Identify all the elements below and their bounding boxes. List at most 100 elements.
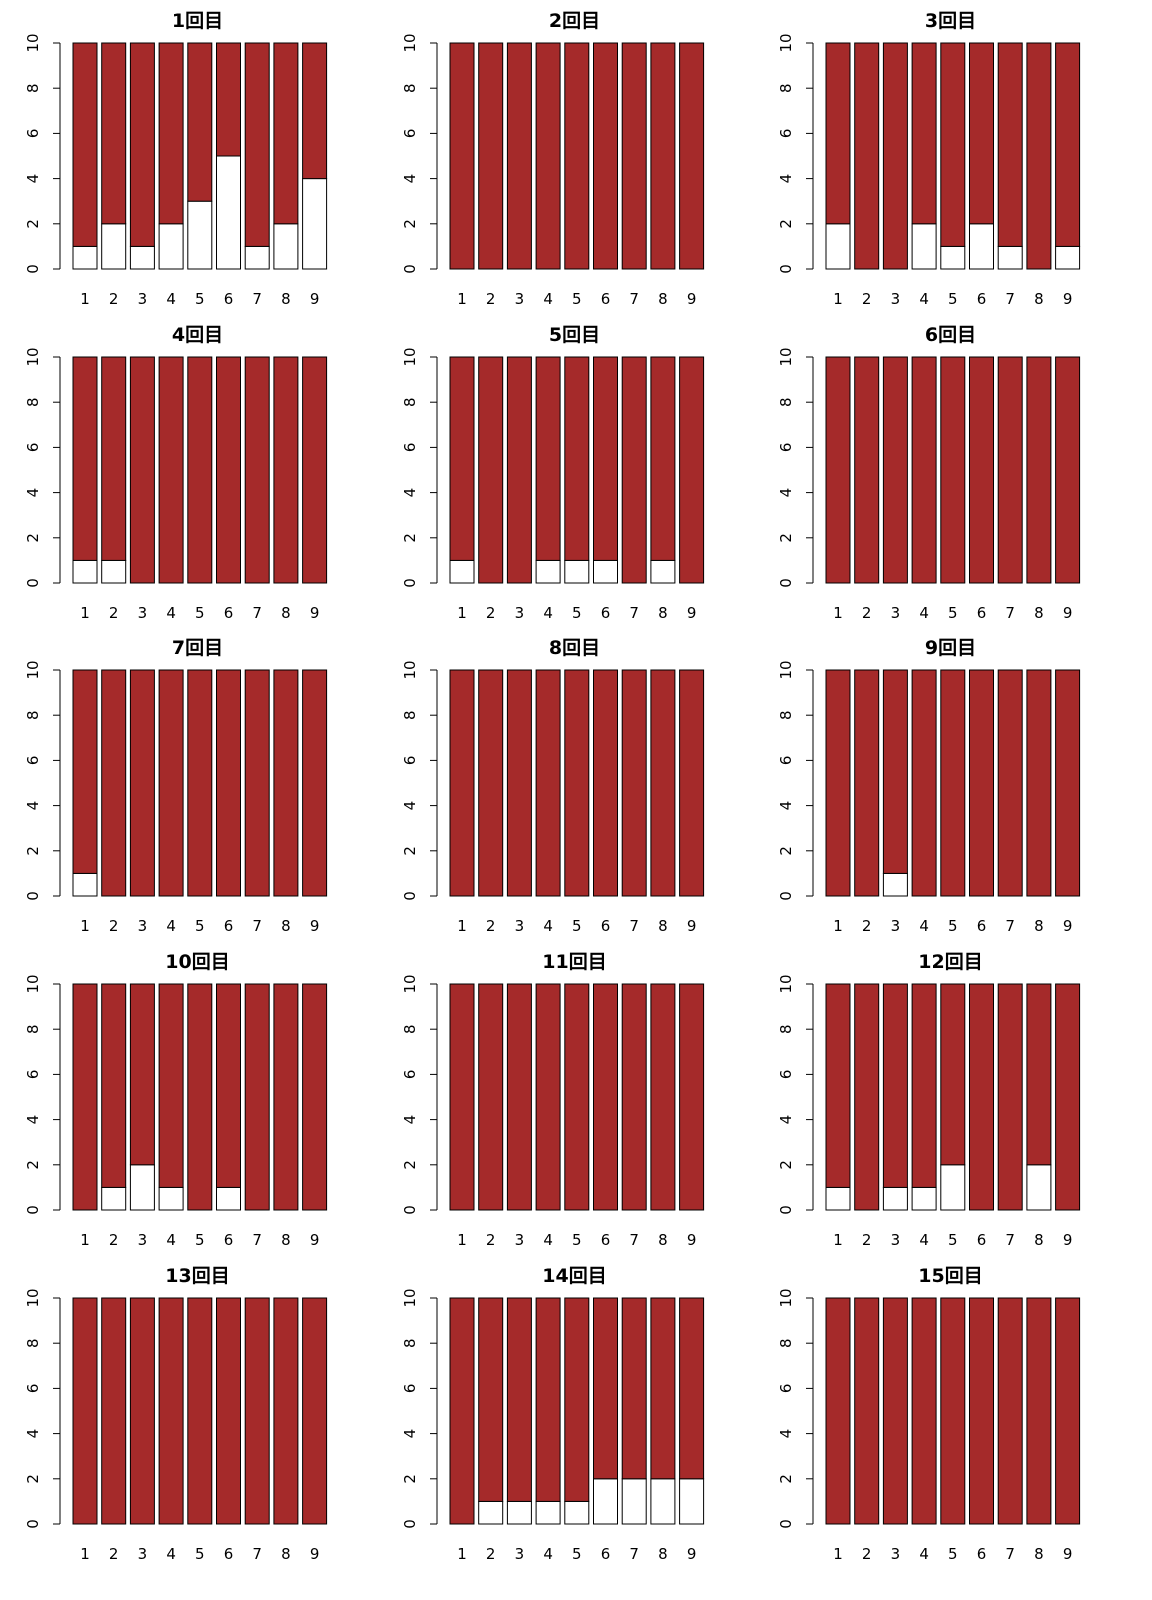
x-tick-label: 5 (195, 1231, 205, 1249)
bar-segment-top (1055, 669, 1081, 897)
bar-segment-top (564, 356, 590, 561)
chart-panel-3: 3回目 0 2 4 6 8 10 1 2 3 4 5 6 7 8 9 (753, 0, 1137, 320)
chart-title: 15回目 (918, 1265, 983, 1287)
x-tick-label: 6 (601, 290, 611, 308)
x-tick-label: 7 (252, 917, 262, 935)
bar-segment-top (158, 42, 184, 225)
x-tick-label: 8 (658, 604, 668, 622)
y-tick-label: 10 (401, 1288, 419, 1307)
chart-panel-10: 10回目 0 2 4 6 8 10 1 2 3 4 5 6 7 8 9 (0, 941, 384, 1261)
chart-title: 7回目 (171, 637, 224, 659)
y-tick-label: 4 (24, 488, 42, 498)
bar-segment-top (593, 983, 618, 1211)
x-tick-label: 7 (1005, 1545, 1015, 1563)
x-tick-label: 5 (195, 917, 205, 935)
x-tick-label: 5 (948, 917, 958, 935)
x-tick-label: 5 (195, 604, 205, 622)
y-tick-label: 2 (24, 846, 42, 856)
bar-segment-top (449, 1297, 475, 1525)
y-tick-label: 0 (777, 1519, 795, 1529)
x-tick-label: 6 (977, 1545, 987, 1563)
y-tick-label: 10 (777, 660, 795, 679)
y-tick-label: 4 (777, 488, 795, 498)
bar-segment-top (621, 356, 647, 584)
y-tick-label: 6 (401, 1384, 419, 1394)
x-tick-label: 5 (195, 1545, 205, 1563)
bar-segment-top (825, 42, 851, 225)
x-tick-label: 8 (658, 1231, 668, 1249)
x-tick-label: 4 (543, 1545, 553, 1563)
bar-segment-bottom (564, 1500, 590, 1525)
x-tick-label: 8 (658, 1545, 668, 1563)
y-tick-label: 2 (24, 1160, 42, 1170)
bar-segment-top (535, 356, 561, 561)
bar-segment-top (1026, 356, 1052, 584)
bar-segment-bottom (72, 245, 98, 270)
bar-segment-top (997, 1297, 1023, 1525)
x-tick-label: 5 (572, 604, 582, 622)
y-tick-label: 4 (401, 1429, 419, 1439)
bar-segment-top (535, 1297, 561, 1502)
bar-segment-top (478, 356, 504, 584)
bar-segment-top (621, 1297, 647, 1480)
bar-segment-bottom (158, 1186, 184, 1211)
x-tick-label: 3 (891, 1545, 901, 1563)
chart-title: 9回目 (924, 637, 977, 659)
bar-segment-top (621, 669, 647, 897)
y-tick-label: 2 (24, 533, 42, 543)
y-tick-label: 4 (777, 174, 795, 184)
x-tick-label: 6 (224, 1545, 234, 1563)
bar-segment-bottom (679, 1478, 705, 1525)
y-tick-label: 10 (777, 33, 795, 52)
x-tick-label: 1 (833, 290, 843, 308)
x-tick-label: 7 (629, 1231, 639, 1249)
x-tick-label: 1 (833, 1231, 843, 1249)
bar-segment-top (911, 42, 937, 225)
bar-segment-top (478, 1297, 504, 1502)
bar-segment-top (679, 356, 705, 584)
bar-segment-top (101, 983, 127, 1188)
y-tick-label: 8 (777, 1338, 795, 1348)
bar-segment-top (101, 1297, 127, 1525)
y-tick-label: 10 (401, 974, 419, 993)
chart-panel-8: 8回目 0 2 4 6 8 10 1 2 3 4 5 6 7 8 9 (377, 627, 761, 947)
y-tick-label: 10 (24, 33, 42, 52)
x-tick-label: 3 (138, 290, 148, 308)
bar-segment-top (72, 983, 98, 1211)
y-tick-label: 8 (401, 1024, 419, 1034)
bar-segment-top (129, 356, 155, 584)
y-tick-label: 4 (401, 488, 419, 498)
chart-title: 5回目 (548, 324, 601, 346)
x-tick-label: 6 (601, 1231, 611, 1249)
y-tick-label: 0 (401, 891, 419, 901)
x-tick-label: 6 (224, 290, 234, 308)
bar-segment-top (244, 356, 270, 584)
x-tick-label: 8 (281, 1231, 291, 1249)
bar-segment-top (650, 42, 676, 270)
y-tick-label: 4 (777, 1429, 795, 1439)
bar-segment-top (273, 983, 299, 1211)
bar-segment-top (216, 42, 241, 157)
bar-segment-bottom (621, 1478, 647, 1525)
x-tick-label: 1 (833, 917, 843, 935)
bar-segment-bottom (101, 559, 127, 584)
y-tick-label: 2 (401, 219, 419, 229)
bar-segment-top (535, 983, 561, 1211)
bar-segment-bottom (593, 559, 618, 584)
bar-segment-bottom (158, 223, 184, 270)
y-tick-label: 8 (777, 710, 795, 720)
x-tick-label: 4 (166, 290, 176, 308)
y-tick-label: 8 (401, 1338, 419, 1348)
bar-segment-bottom (216, 155, 241, 270)
x-tick-label: 1 (457, 1231, 467, 1249)
x-tick-label: 7 (252, 604, 262, 622)
x-tick-label: 6 (977, 917, 987, 935)
bar-segment-top (854, 1297, 880, 1525)
x-tick-label: 5 (195, 290, 205, 308)
bar-segment-top (244, 669, 270, 897)
